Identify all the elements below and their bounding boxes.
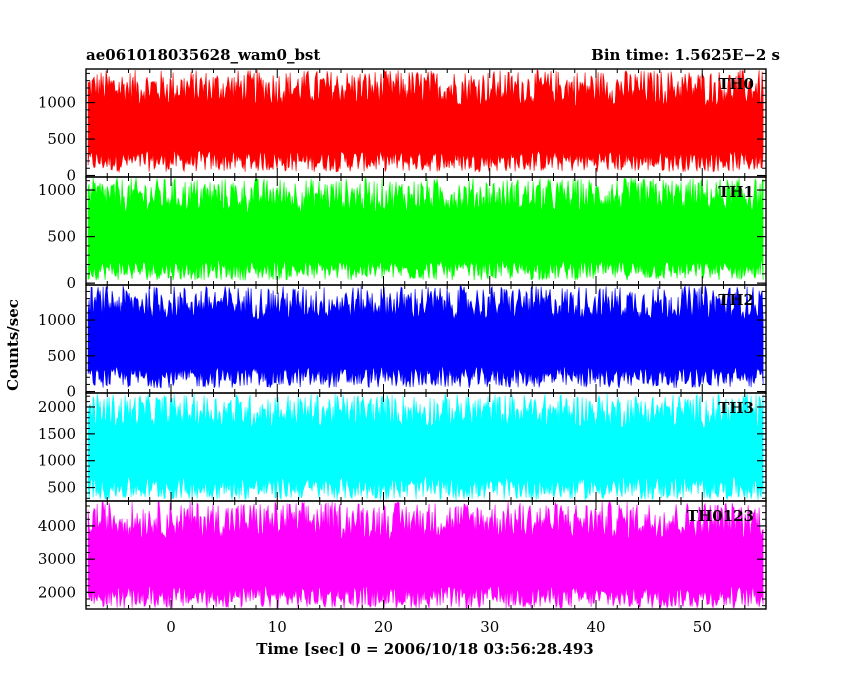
y-tick-label: 1000 (38, 181, 76, 199)
y-tick-label: 1000 (38, 452, 76, 470)
x-tick-label: 20 (374, 618, 393, 636)
y-tick-label: 1000 (38, 311, 76, 329)
panel-label-th1: TH1 (718, 183, 754, 201)
panel-th1: 0 500 1000 TH1 (38, 176, 767, 292)
series-th1 (87, 177, 764, 281)
panel-th0123: 2000 3000 4000 TH0123 (38, 500, 767, 610)
x-tick-label: 10 (268, 618, 287, 636)
y-tick-label: 2000 (38, 398, 76, 416)
y-tick-label: 4000 (38, 517, 76, 535)
y-tick-label: 0 (66, 167, 76, 185)
panel-label-th2: TH2 (718, 291, 754, 309)
series-th3 (87, 393, 764, 501)
x-tick-label: 0 (166, 618, 176, 636)
panel-label-th0: TH0 (718, 75, 754, 93)
x-axis: 0 10 20 30 40 50 (166, 618, 712, 636)
panel-th0: 0 500 1000 TH0 (38, 68, 767, 185)
x-tick-label: 30 (480, 618, 499, 636)
series-th0123 (87, 501, 764, 610)
y-tick-label: 500 (47, 130, 76, 148)
y-tick-label: 500 (47, 479, 76, 497)
panels-group: 0 500 1000 TH0 0 500 1000 TH1 0 500 1000 TH2 500 1000… (38, 68, 767, 610)
x-tick-label: 50 (693, 618, 712, 636)
panel-th2: 0 500 1000 TH2 (38, 284, 767, 401)
y-axis-label: Counts/sec (4, 299, 22, 391)
bin-time-label: Bin time: 1.5625E−2 s (591, 46, 780, 64)
y-tick-label: 500 (47, 228, 76, 246)
y-tick-label: 3000 (38, 550, 76, 568)
y-tick-label: 0 (66, 383, 76, 401)
y-tick-label: 0 (66, 274, 76, 292)
x-tick-label: 40 (586, 618, 605, 636)
y-tick-label: 2000 (38, 583, 76, 601)
y-tick-label: 500 (47, 347, 76, 365)
plot-title: ae061018035628_wam0_bst (86, 46, 320, 64)
y-tick-label: 1000 (38, 94, 76, 112)
panel-label-th0123: TH0123 (687, 507, 754, 525)
panel-label-th3: TH3 (718, 399, 754, 417)
x-axis-label: Time [sec] 0 = 2006/10/18 03:56:28.493 (256, 640, 593, 658)
y-tick-label: 1500 (38, 425, 76, 443)
series-th2 (87, 284, 764, 389)
series-th0 (87, 69, 764, 173)
panel-th3: 500 1000 1500 2000 TH3 (38, 392, 767, 502)
